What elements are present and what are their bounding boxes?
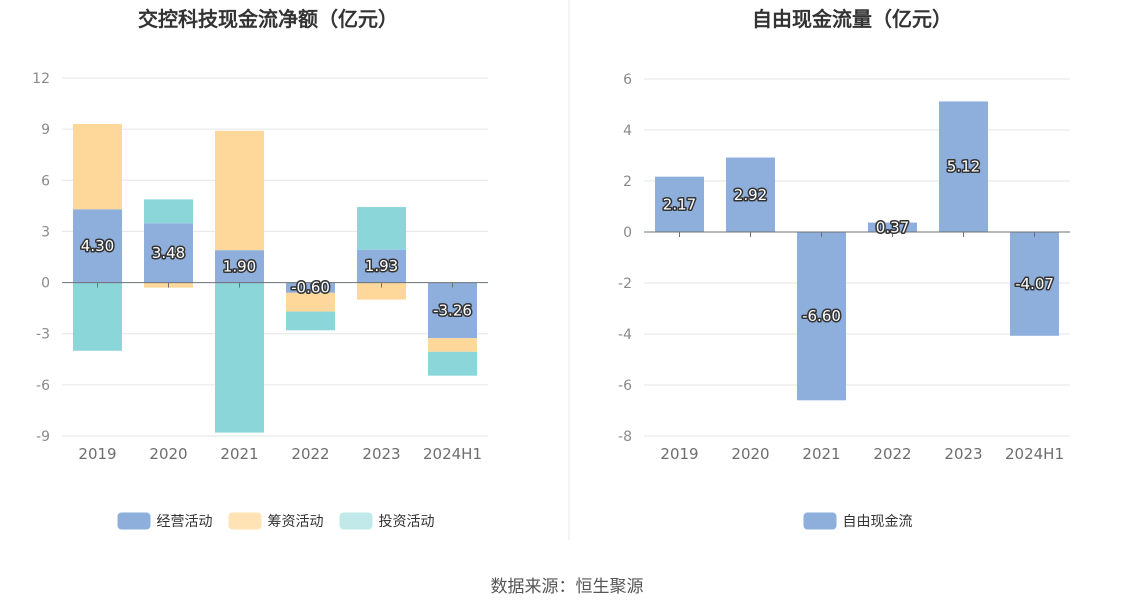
x-tick-label: 2022 (873, 445, 911, 463)
data-label: 2.92 (734, 186, 767, 204)
y-tick-label: -4 (618, 327, 632, 343)
data-label: 2.17 (663, 195, 696, 213)
x-tick-label: 2024H1 (423, 445, 482, 463)
bar-经营活动 (215, 250, 264, 283)
bar-自由现金流 (1010, 232, 1059, 336)
x-tick-label: 2023 (944, 445, 982, 463)
y-tick-label: 12 (32, 71, 50, 87)
free-cash-flow-chart: 自由现金流量（亿元） 6 4 2 0 -2 -4 -6 -8 2019 2020 2021 2022 20… (618, 7, 1070, 530)
bar-筹资活动 (73, 124, 122, 210)
x-tick-label: 2021 (220, 445, 258, 463)
y-tick-label: -6 (36, 378, 50, 394)
bar-投资活动 (73, 282, 122, 351)
bar-经营活动 (73, 209, 122, 283)
bar-投资活动 (428, 351, 477, 376)
y-tick-label: 0 (623, 225, 632, 241)
x-tick-label: 2022 (291, 445, 329, 463)
legend-swatch (803, 512, 837, 530)
data-label: 4.30 (81, 237, 114, 255)
x-tick-label: 2020 (731, 445, 769, 463)
data-label: -4.07 (1015, 275, 1054, 293)
legend-label: 投资活动 (379, 514, 435, 530)
data-label: -3.26 (433, 301, 472, 319)
y-tick-label: 2 (623, 174, 632, 190)
data-label: 0.37 (876, 218, 909, 236)
x-tick-label: 2019 (660, 445, 698, 463)
data-label: 1.90 (223, 257, 256, 275)
bar-筹资活动 (215, 130, 264, 251)
bar-自由现金流 (868, 222, 917, 232)
y-tick-label: -9 (36, 429, 50, 445)
y-tick-label: 3 (41, 224, 50, 240)
legend-swatch (228, 512, 262, 530)
y-tick-label: 0 (41, 276, 50, 292)
legend-swatch (117, 512, 151, 530)
x-tick-label: 2023 (362, 445, 400, 463)
legend-label: 筹资活动 (268, 513, 324, 530)
chart-title: 交控科技现金流净额（亿元） (138, 7, 398, 31)
bar-经营活动 (357, 249, 406, 283)
bar-投资活动 (357, 207, 406, 250)
x-tick-label: 2019 (78, 445, 116, 463)
legend-swatch (339, 512, 373, 530)
cash-flow-chart: 交控科技现金流净额（亿元） 12 9 6 3 0 -3 -6 -9 2019 2020 2021 202… (32, 7, 488, 530)
y-tick-label: 4 (623, 123, 632, 139)
bar-投资活动 (286, 311, 335, 331)
y-tick-label: 9 (41, 122, 50, 138)
bar-投资活动 (144, 199, 193, 224)
y-tick-label: -3 (36, 327, 50, 343)
y-tick-label: -8 (618, 429, 632, 445)
bar-自由现金流 (726, 157, 775, 232)
data-label: 1.93 (365, 257, 398, 275)
data-label: -6.60 (802, 307, 841, 325)
y-tick-label: 6 (623, 72, 632, 88)
legend-label: 经营活动 (157, 514, 213, 530)
bar-筹资活动 (428, 338, 477, 352)
y-tick-label: -2 (618, 276, 632, 292)
x-tick-label: 2024H1 (1005, 445, 1064, 463)
data-label: 5.12 (947, 158, 980, 176)
source-note: 数据来源：恒生聚源 (491, 577, 644, 597)
data-label: 3.48 (152, 244, 185, 262)
y-tick-label: 6 (41, 173, 50, 189)
bar-经营活动 (428, 282, 477, 339)
data-label: -0.60 (291, 279, 330, 297)
x-tick-label: 2020 (149, 445, 187, 463)
bar-筹资活动 (286, 292, 335, 312)
bar-投资活动 (215, 282, 264, 433)
bar-经营活动 (286, 282, 335, 293)
bar-自由现金流 (797, 232, 846, 401)
legend-label: 自由现金流 (843, 514, 913, 530)
bar-经营活动 (144, 223, 193, 283)
bar-筹资活动 (357, 282, 406, 300)
chart-title: 自由现金流量（亿元） (752, 7, 952, 31)
y-tick-label: -6 (618, 378, 632, 394)
bar-自由现金流 (939, 101, 988, 232)
x-tick-label: 2021 (802, 445, 840, 463)
bar-自由现金流 (655, 176, 704, 232)
